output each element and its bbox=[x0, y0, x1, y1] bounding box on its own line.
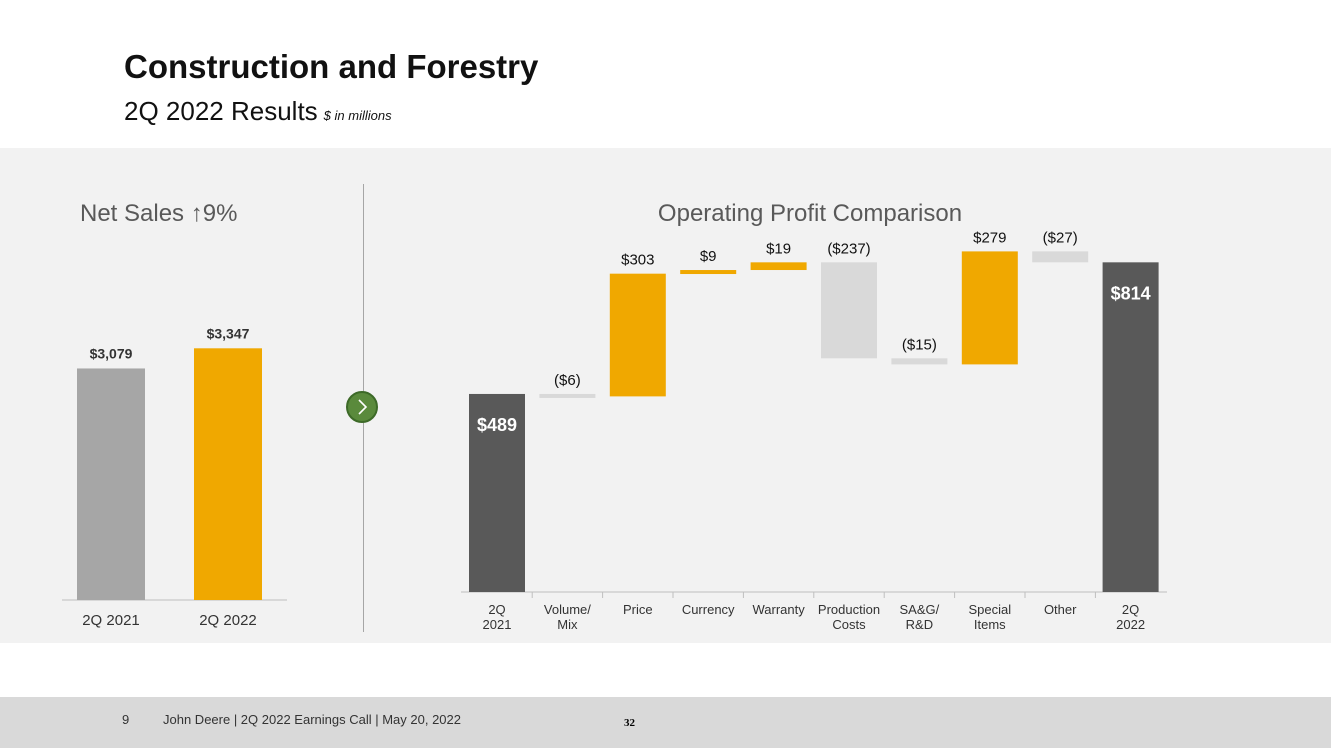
op-category-label: Costs bbox=[832, 617, 866, 632]
op-delta-bar bbox=[680, 270, 737, 275]
op-value-label: $9 bbox=[700, 248, 717, 265]
op-category-label: Special bbox=[968, 602, 1011, 617]
op-category-label: SA&G/ bbox=[900, 602, 940, 617]
op-delta-bar bbox=[1032, 251, 1089, 263]
op-delta-bar bbox=[609, 273, 666, 397]
op-value-label: ($15) bbox=[902, 336, 937, 353]
op-value-label: ($237) bbox=[827, 240, 870, 257]
net-sales-bar bbox=[194, 348, 262, 600]
op-total-bar bbox=[469, 393, 525, 592]
operating-profit-title: Operating Profit Comparison bbox=[657, 200, 963, 227]
page-number: 9 bbox=[122, 712, 130, 727]
op-delta-bar bbox=[821, 262, 877, 359]
net-sales-bar bbox=[77, 368, 145, 600]
op-category-label: 2Q bbox=[1122, 602, 1139, 617]
op-category-label: Currency bbox=[682, 602, 735, 617]
op-value-label: ($6) bbox=[554, 372, 581, 389]
units-note: $ in millions bbox=[323, 108, 392, 123]
op-category-label: 2022 bbox=[1116, 617, 1145, 632]
footer-text: John Deere | 2Q 2022 Earnings Call | May… bbox=[163, 712, 461, 727]
slide-title: Construction and Forestry bbox=[124, 48, 539, 85]
op-total-bar bbox=[1102, 262, 1159, 592]
op-category-label: Other bbox=[1044, 602, 1077, 617]
op-delta-bar bbox=[539, 393, 596, 398]
op-category-label: Price bbox=[623, 602, 653, 617]
op-category-label: R&D bbox=[906, 617, 933, 632]
chevron-right-icon bbox=[346, 391, 378, 423]
op-category-label: 2Q bbox=[488, 602, 505, 617]
slide-number: 32 bbox=[624, 717, 635, 729]
op-value-label: $303 bbox=[621, 252, 654, 269]
op-delta-bar bbox=[750, 262, 807, 271]
net-sales-category-label: 2Q 2021 bbox=[82, 612, 140, 629]
op-delta-bar bbox=[961, 251, 1018, 365]
op-delta-bar bbox=[891, 358, 948, 365]
op-category-label: Production bbox=[818, 602, 880, 617]
net-sales-value-label: $3,347 bbox=[207, 325, 250, 341]
net-sales-value-label: $3,079 bbox=[90, 345, 133, 361]
subtitle-text: 2Q 2022 Results bbox=[124, 96, 318, 126]
op-category-label: Volume/ bbox=[544, 602, 591, 617]
op-value-label: $814 bbox=[1111, 283, 1151, 303]
op-category-label: Items bbox=[974, 617, 1006, 632]
op-value-label: ($27) bbox=[1043, 229, 1078, 246]
op-category-label: Mix bbox=[557, 617, 578, 632]
op-category-label: Warranty bbox=[752, 602, 805, 617]
net-sales-category-label: 2Q 2022 bbox=[199, 612, 257, 629]
slide-subtitle: 2Q 2022 Results $ in millions bbox=[124, 96, 392, 127]
op-value-label: $279 bbox=[973, 229, 1006, 246]
op-value-label: $19 bbox=[766, 240, 791, 257]
op-category-label: 2021 bbox=[483, 617, 512, 632]
footer-bar bbox=[0, 697, 1331, 748]
op-value-label: $489 bbox=[477, 415, 517, 435]
net-sales-title: Net Sales ↑9% bbox=[80, 200, 238, 227]
